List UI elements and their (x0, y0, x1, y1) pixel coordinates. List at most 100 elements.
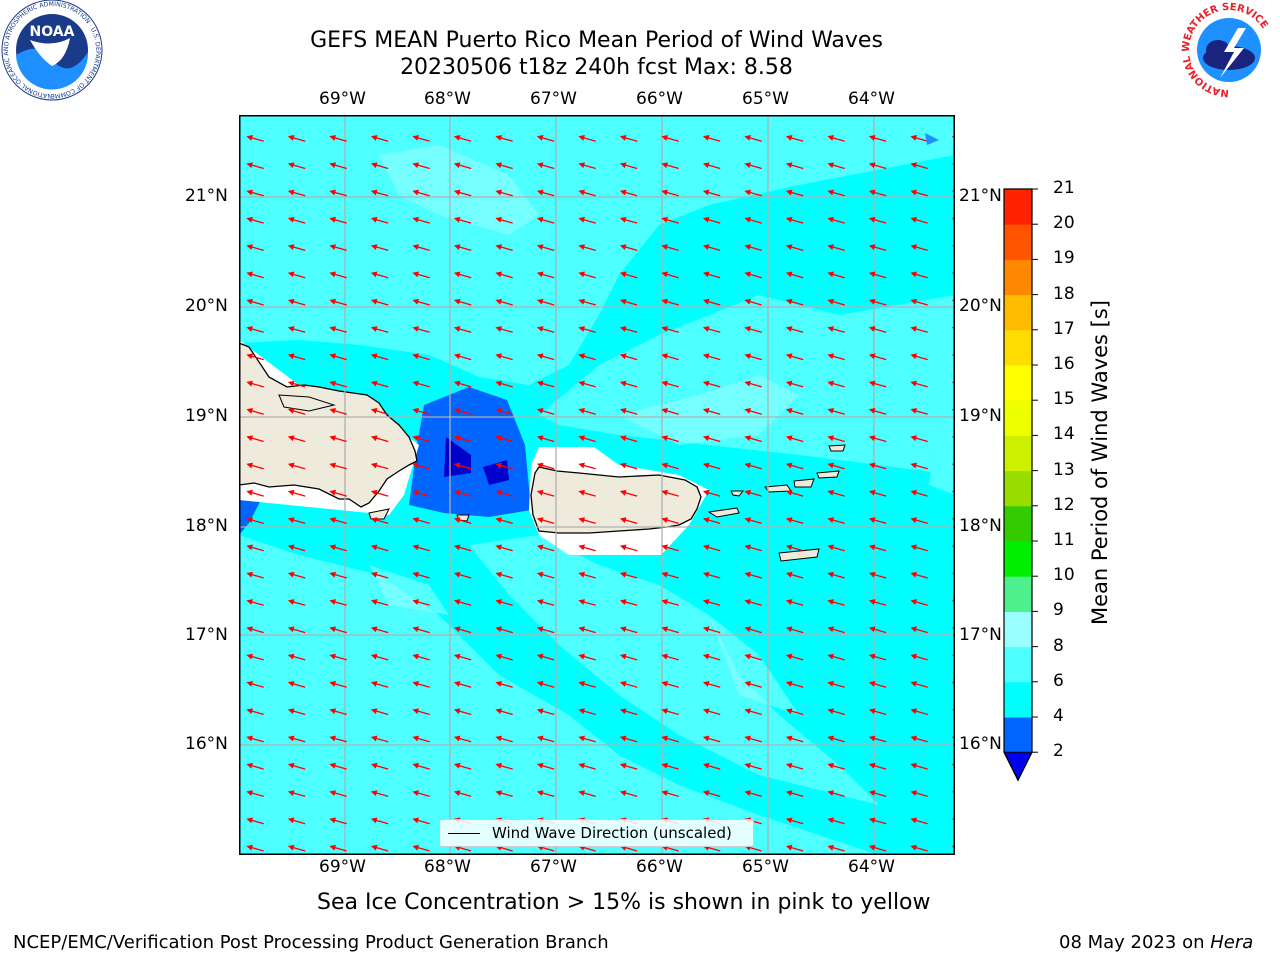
wind-wave-direction-arrows (246, 135, 955, 852)
wind-wave-arrow (785, 462, 804, 470)
wind-wave-arrow (868, 653, 887, 661)
wind-wave-arrow (661, 489, 679, 497)
lon-label-top: 64°W (848, 89, 895, 109)
wind-wave-arrow (785, 790, 804, 798)
wind-wave-arrow (246, 681, 264, 688)
colorbar-tick-label: 17 (1053, 318, 1075, 339)
wind-wave-arrow (702, 298, 721, 306)
wind-wave-arrow (744, 735, 762, 743)
wind-wave-arrow (287, 735, 306, 743)
wind-wave-arrow (453, 162, 472, 170)
colorbar-segment (1004, 294, 1032, 331)
wind-wave-arrow (287, 135, 306, 142)
wind-wave-arrow (453, 462, 472, 470)
wind-wave-arrow (370, 298, 389, 306)
colorbar-segment (1004, 681, 1032, 718)
lon-label-bottom: 69°W (319, 857, 366, 877)
wind-wave-arrow (702, 708, 721, 716)
wind-wave-arrow (412, 489, 430, 497)
wind-wave-arrow (619, 271, 638, 279)
wind-wave-arrow (661, 735, 679, 743)
wind-wave-arrow (827, 599, 845, 606)
wind-wave-arrow (453, 435, 472, 443)
colorbar-tick-label: 2 (1053, 741, 1064, 762)
wind-wave-arrow (370, 216, 389, 224)
wind-wave-arrow (370, 435, 389, 443)
wind-wave-arrow (412, 462, 430, 470)
wind-wave-arrow (246, 653, 264, 661)
lat-label-right: 20°N (959, 296, 1002, 316)
wind-wave-arrow (578, 735, 596, 743)
wind-wave-arrow (619, 135, 638, 142)
wind-wave-arrow (412, 817, 430, 825)
colorbar-tick-label: 21 (1053, 178, 1075, 198)
wind-wave-arrow (661, 271, 679, 279)
lat-label-left: 21°N (185, 186, 228, 206)
wind-wave-arrow (910, 790, 928, 798)
wind-wave-arrow (412, 353, 430, 361)
wind-wave-arrow (495, 189, 513, 197)
wind-wave-arrow (661, 244, 679, 252)
wind-wave-arrow (246, 571, 264, 579)
colorbar-tick-label: 13 (1053, 459, 1075, 480)
wind-wave-arrow (785, 571, 804, 579)
wind-wave-arrow (868, 271, 887, 279)
wind-wave-arrow (868, 298, 887, 306)
wind-wave-arrow (827, 571, 845, 579)
wind-wave-arrow (744, 298, 762, 306)
wind-wave-arrow (868, 844, 887, 852)
wind-wave-arrow (370, 135, 389, 142)
wind-wave-arrow (453, 135, 472, 142)
wind-wave-arrow (578, 653, 596, 661)
wind-wave-arrow (370, 790, 389, 798)
lat-label-right: 21°N (959, 186, 1002, 206)
wind-wave-arrow (246, 271, 264, 279)
wind-wave-arrow (702, 544, 721, 552)
wind-wave-arrow (827, 681, 845, 688)
wind-wave-arrow (536, 244, 555, 252)
wind-wave-arrow (329, 844, 347, 852)
wind-wave-arrow (910, 244, 928, 252)
wind-wave-arrow (661, 653, 679, 661)
wind-wave-arrow (661, 544, 679, 552)
wind-wave-arrow (827, 435, 845, 443)
wind-wave-arrow (868, 353, 887, 361)
wind-wave-arrow (246, 162, 264, 170)
wind-wave-arrow (578, 544, 596, 552)
wind-wave-arrow (495, 326, 513, 333)
colorbar-tick-label: 4 (1053, 706, 1064, 726)
wind-wave-arrow (536, 517, 555, 525)
wind-wave-arrow (661, 681, 679, 688)
wind-wave-arrow (578, 216, 596, 224)
colorbar-segment (1004, 224, 1032, 260)
wind-wave-arrow (910, 189, 928, 197)
wind-wave-arrow (287, 708, 306, 716)
wind-wave-arrow (412, 271, 430, 279)
wind-wave-arrow (827, 135, 845, 142)
colorbar-segment (1004, 189, 1032, 225)
wind-wave-arrow (785, 735, 804, 743)
wind-wave-arrow (744, 162, 762, 170)
wind-wave-arrow (287, 435, 306, 443)
wind-wave-arrow (910, 653, 928, 661)
wind-wave-arrow (744, 626, 762, 634)
footer-left: NCEP/EMC/Verification Post Processing Pr… (13, 932, 609, 953)
noaa-logo: NATIONAL OCEANIC AND ATMOSPHERIC ADMINIS… (0, 0, 103, 101)
wind-wave-arrow (246, 408, 264, 415)
wind-wave-arrow (827, 489, 845, 497)
wind-wave-arrow (827, 189, 845, 197)
wind-wave-arrow (453, 326, 472, 333)
wind-wave-arrow (536, 353, 555, 361)
wind-wave-arrow (246, 135, 264, 142)
wind-wave-arrow (702, 162, 721, 170)
wind-wave-arrow (412, 380, 430, 388)
wind-wave-arrow (619, 353, 638, 361)
wind-wave-arrow (246, 544, 264, 552)
lon-label-top: 69°W (319, 89, 366, 109)
wind-wave-arrow (661, 790, 679, 798)
lat-label-right: 19°N (959, 406, 1002, 426)
wind-wave-arrow (827, 544, 845, 552)
wind-wave-arrow (619, 653, 638, 661)
wind-wave-arrow (702, 762, 721, 770)
wind-wave-arrow (661, 762, 679, 770)
